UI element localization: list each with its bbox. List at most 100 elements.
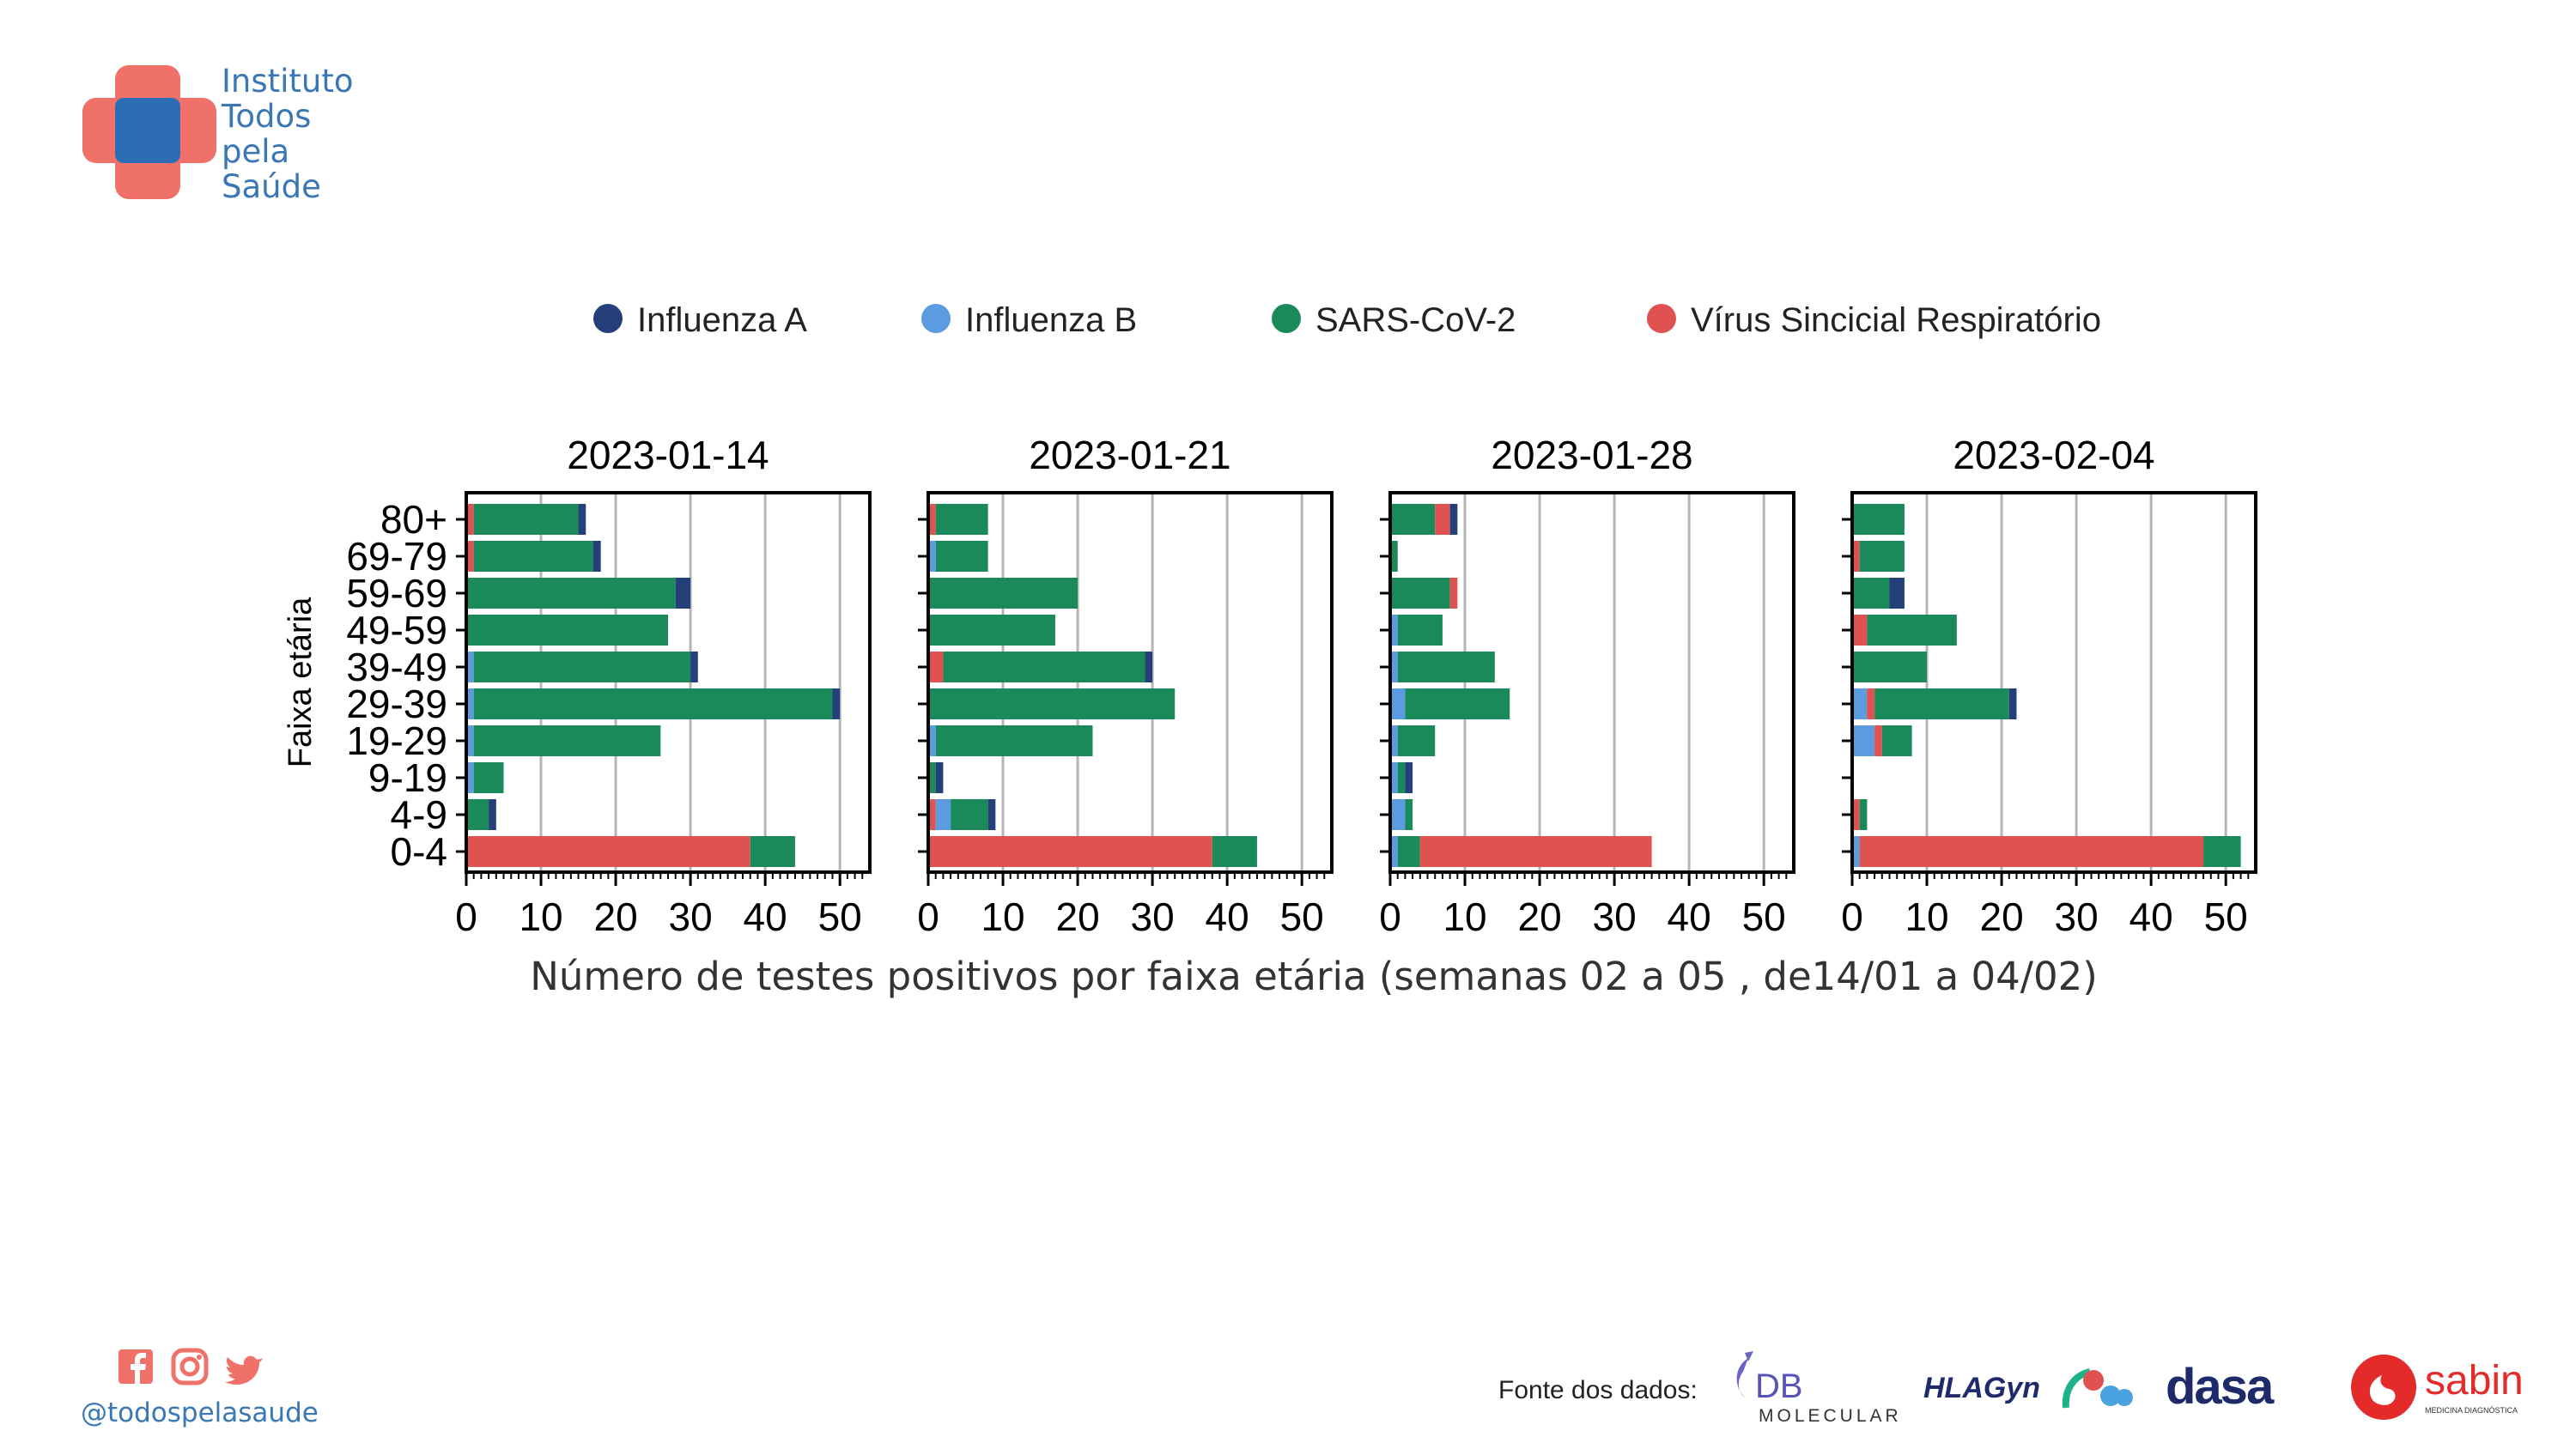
cross-logo-icon bbox=[82, 65, 216, 199]
x-tick-label: 20 bbox=[593, 894, 637, 939]
bar-influenza_b-4-9 bbox=[935, 799, 951, 830]
sponsor-name: HLAGyn bbox=[1923, 1372, 2040, 1404]
x-tick-label: 30 bbox=[669, 894, 713, 939]
bar-sars_cov_2-49-59 bbox=[928, 615, 1055, 646]
bar-influenza_a-59-69 bbox=[675, 578, 691, 609]
bar-sars_cov_2-59-69 bbox=[1852, 578, 1890, 609]
panel-title: 2023-01-14 bbox=[567, 433, 769, 477]
bar-sars_cov_2-49-59 bbox=[1397, 615, 1443, 646]
sponsor-name: DB bbox=[1755, 1367, 1803, 1405]
bar-vsr-0-4 bbox=[466, 836, 750, 867]
bar-sars_cov_2-29-39 bbox=[928, 688, 1176, 719]
panel-title: 2023-01-21 bbox=[1029, 433, 1230, 477]
bar-influenza_b-49-59 bbox=[1390, 615, 1398, 646]
bar-sars_cov_2-39-49 bbox=[1852, 652, 1928, 682]
legend-marker-influenza_a bbox=[593, 304, 623, 333]
bar-sars_cov_2-69-79 bbox=[1390, 541, 1398, 572]
bar-influenza_a-4-9 bbox=[489, 799, 496, 830]
bar-sars_cov_2-19-29 bbox=[1881, 725, 1912, 756]
bar-sars_cov_2-0-4 bbox=[750, 836, 795, 867]
bar-sars_cov_2-80+ bbox=[1852, 504, 1905, 535]
bar-sars_cov_2-19-29 bbox=[1397, 725, 1436, 756]
bar-vsr-69-79 bbox=[1852, 541, 1860, 572]
bar-sars_cov_2-9-19 bbox=[1397, 762, 1406, 793]
bar-sars_cov_2-4-9 bbox=[1405, 799, 1413, 830]
sponsor-sub: MOLECULAR bbox=[1759, 1406, 1902, 1425]
y-tick-label: 9-19 bbox=[368, 755, 447, 800]
bar-influenza_a-80+ bbox=[1449, 504, 1458, 535]
bar-influenza_a-4-9 bbox=[987, 799, 996, 830]
bar-sars_cov_2-69-79 bbox=[1859, 541, 1905, 572]
panel-title: 2023-01-28 bbox=[1491, 433, 1692, 477]
bar-influenza_a-9-19 bbox=[1405, 762, 1413, 793]
bar-sars_cov_2-4-9 bbox=[951, 799, 988, 830]
bar-vsr-0-4 bbox=[928, 836, 1212, 867]
x-tick-label: 0 bbox=[455, 894, 477, 939]
x-tick-label: 0 bbox=[917, 894, 939, 939]
bar-sars_cov_2-9-19 bbox=[928, 762, 936, 793]
bar-vsr-29-39 bbox=[1867, 688, 1875, 719]
x-tick-label: 50 bbox=[1742, 894, 1786, 939]
bar-sars_cov_2-39-49 bbox=[473, 652, 691, 682]
facebook-icon[interactable] bbox=[118, 1349, 153, 1384]
bar-sars_cov_2-80+ bbox=[473, 504, 579, 535]
y-tick-label: 69-79 bbox=[346, 534, 447, 579]
bar-sars_cov_2-0-4 bbox=[2203, 836, 2241, 867]
sponsor-name: dasa bbox=[2166, 1361, 2275, 1412]
x-tick-label: 10 bbox=[981, 894, 1024, 939]
x-tick-label: 40 bbox=[1668, 894, 1711, 939]
bar-influenza_b-19-29 bbox=[1852, 725, 1875, 756]
panel-2023-01-14: 2023-01-14 0 10 20 30 40 50 80+69-7959-6949-593… bbox=[346, 433, 872, 939]
sponsor-sub: MEDICINA DIAGNÓSTICA bbox=[2425, 1406, 2518, 1415]
panel-2023-01-28: 2023-01-28 0 10 20 30 40 50 bbox=[1379, 433, 1795, 939]
twitter-icon[interactable] bbox=[225, 1355, 263, 1385]
bar-influenza_b-29-39 bbox=[1852, 688, 1868, 719]
bar-influenza_a-39-49 bbox=[1145, 652, 1153, 682]
x-axis-label: Número de testes positivos por faixa etá… bbox=[530, 954, 2098, 999]
bar-vsr-80+ bbox=[466, 504, 474, 535]
bar-influenza_b-19-29 bbox=[466, 725, 474, 756]
social-icons bbox=[117, 1346, 289, 1387]
sponsor-name: sabin bbox=[2425, 1358, 2524, 1404]
bar-vsr-80+ bbox=[1435, 504, 1450, 535]
instagram-icon[interactable] bbox=[171, 1348, 209, 1385]
bar-influenza_a-69-79 bbox=[592, 541, 601, 572]
bar-influenza_a-29-39 bbox=[2008, 688, 2017, 719]
x-tick-label: 50 bbox=[1280, 894, 1324, 939]
y-tick-label: 29-39 bbox=[346, 682, 447, 726]
x-tick-label: 30 bbox=[1131, 894, 1175, 939]
x-tick-label: 0 bbox=[1379, 894, 1401, 939]
x-tick-label: 30 bbox=[1593, 894, 1637, 939]
x-tick-label: 10 bbox=[1905, 894, 1948, 939]
bar-sars_cov_2-69-79 bbox=[473, 541, 593, 572]
y-tick-label: 39-49 bbox=[346, 645, 447, 689]
panel-title: 2023-02-04 bbox=[1953, 433, 2154, 477]
bar-sars_cov_2-29-39 bbox=[1405, 688, 1510, 719]
x-tick-label: 30 bbox=[2055, 894, 2099, 939]
bar-sars_cov_2-0-4 bbox=[1397, 836, 1420, 867]
bar-influenza_a-59-69 bbox=[1889, 578, 1905, 609]
y-tick-label: 80+ bbox=[380, 497, 447, 542]
y-tick-label: 49-59 bbox=[346, 608, 447, 652]
bar-vsr-4-9 bbox=[1852, 799, 1860, 830]
bar-vsr-19-29 bbox=[1874, 725, 1882, 756]
dasa-logo: dasa bbox=[2166, 1361, 2276, 1412]
bar-vsr-0-4 bbox=[1859, 836, 2204, 867]
x-tick-label: 40 bbox=[2129, 894, 2173, 939]
bar-sars_cov_2-29-39 bbox=[1874, 688, 2009, 719]
social-handle[interactable]: @todospelasaude bbox=[81, 1397, 319, 1428]
db-molecular-logo: DB MOLECULAR bbox=[1736, 1351, 1902, 1425]
bar-influenza_a-29-39 bbox=[832, 688, 841, 719]
x-tick-label: 40 bbox=[1206, 894, 1249, 939]
bar-sars_cov_2-39-49 bbox=[943, 652, 1145, 682]
bar-sars_cov_2-49-59 bbox=[1867, 615, 1957, 646]
bar-sars_cov_2-0-4 bbox=[1212, 836, 1257, 867]
bar-influenza_a-39-49 bbox=[690, 652, 698, 682]
y-tick-label: 59-69 bbox=[346, 571, 447, 615]
panel-2023-01-21: 2023-01-21 0 10 20 30 40 50 bbox=[917, 433, 1334, 939]
x-tick-label: 20 bbox=[1055, 894, 1099, 939]
bar-influenza_b-19-29 bbox=[1390, 725, 1398, 756]
x-tick-label: 20 bbox=[1979, 894, 2023, 939]
bar-sars_cov_2-59-69 bbox=[466, 578, 676, 609]
bar-influenza_b-9-19 bbox=[1390, 762, 1398, 793]
